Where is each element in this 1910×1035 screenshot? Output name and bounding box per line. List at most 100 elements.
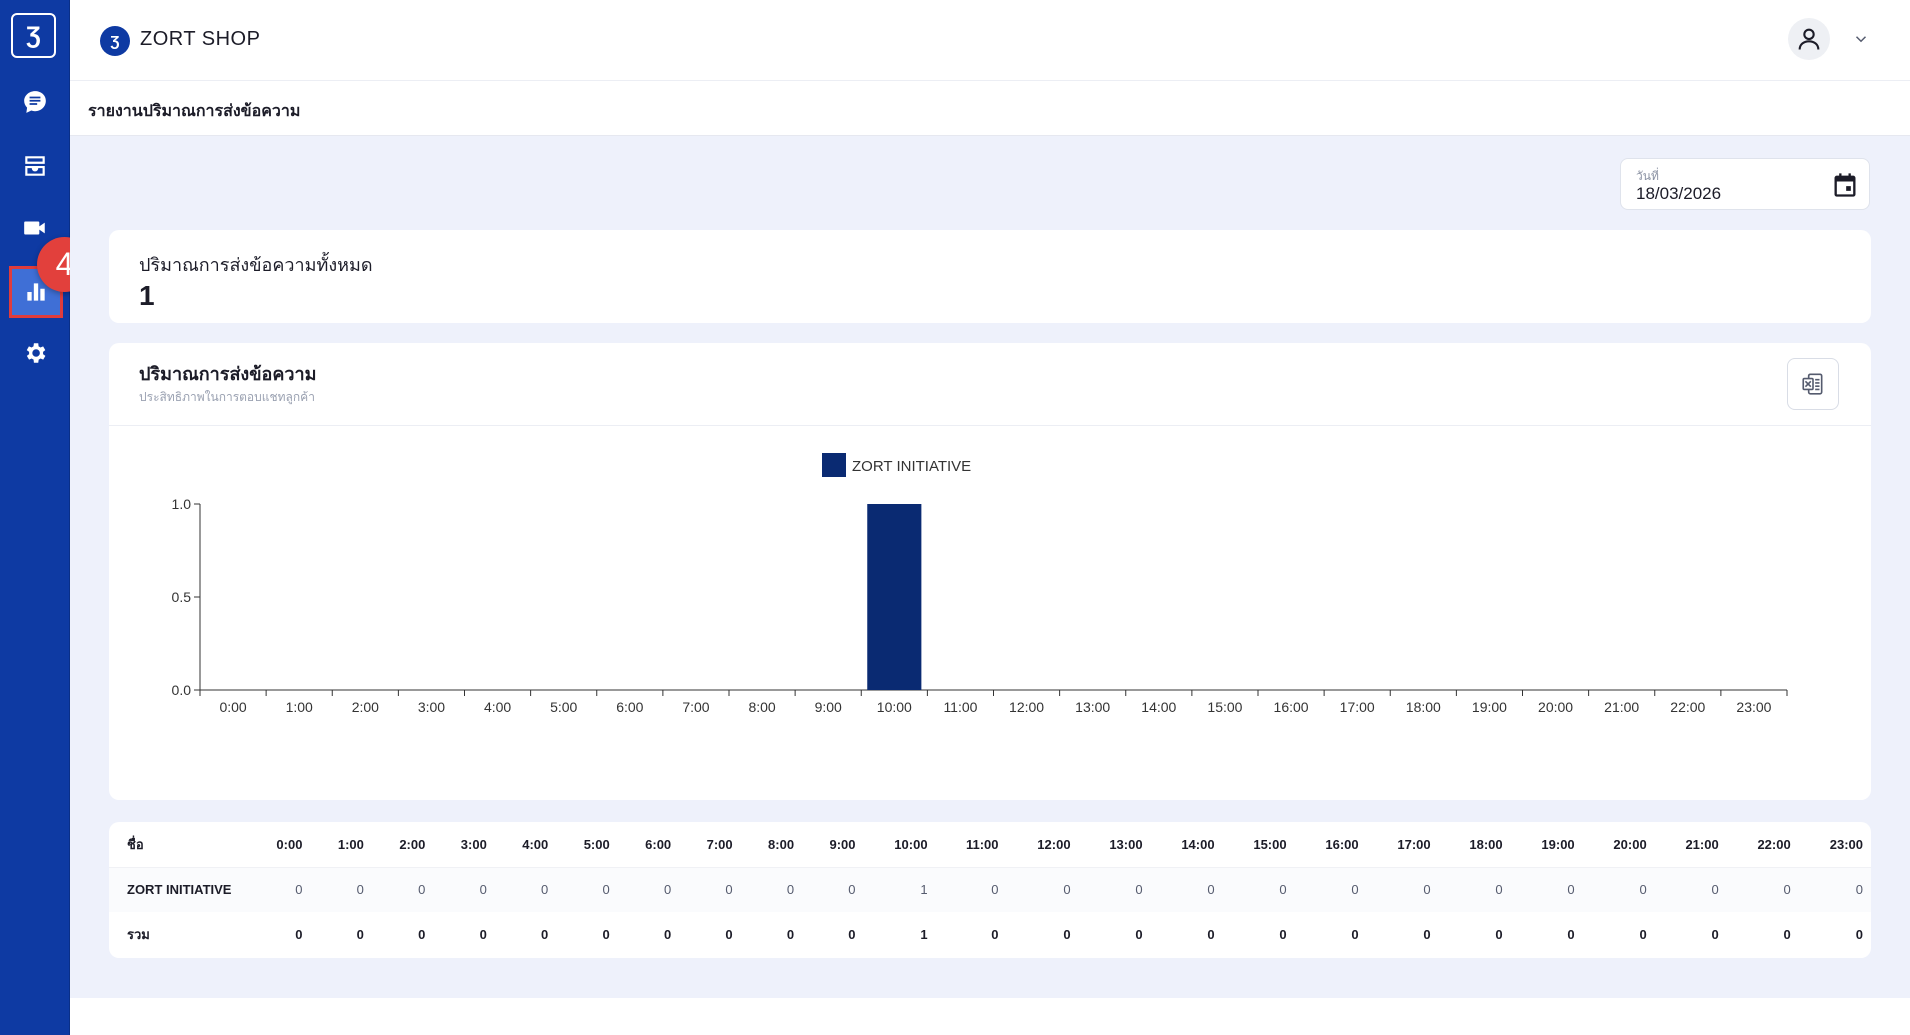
column-header: 2:00 <box>399 836 426 852</box>
table-cell: 0 <box>371 867 434 912</box>
x-tick-label: 7:00 <box>682 699 709 715</box>
table-cell: 0 <box>1366 867 1439 912</box>
x-tick-label: 19:00 <box>1472 699 1507 715</box>
table-cell: 0 <box>1495 927 1503 942</box>
gear-icon <box>26 343 46 363</box>
table-cell: 0 <box>1798 867 1871 912</box>
column-header: 22:00 <box>1757 836 1791 852</box>
avatar[interactable] <box>1788 18 1830 60</box>
footer-area <box>70 998 1910 1035</box>
x-tick-label: 5:00 <box>550 699 577 715</box>
table-cell: 0 <box>1063 927 1071 942</box>
x-tick-label: 18:00 <box>1406 699 1441 715</box>
x-tick-label: 21:00 <box>1604 699 1639 715</box>
date-picker[interactable]: วันที่ 18/03/2026 <box>1620 158 1870 210</box>
sidebar-item-inbox[interactable] <box>10 142 60 190</box>
table-cell: 1 <box>863 867 936 912</box>
calendar-icon[interactable] <box>1831 171 1859 199</box>
table-cell: 0 <box>1510 867 1583 912</box>
column-header: 0:00 <box>276 836 303 852</box>
table-cell: 0 <box>1567 927 1575 942</box>
export-excel-button[interactable] <box>1787 358 1839 410</box>
x-tick-label: 14:00 <box>1141 699 1176 715</box>
column-header: 7:00 <box>706 836 733 852</box>
column-header-name: ชื่อ <box>127 836 144 852</box>
column-header: 5:00 <box>583 836 610 852</box>
x-tick-label: 22:00 <box>1670 699 1705 715</box>
sidebar-item-settings[interactable] <box>10 329 60 377</box>
sidebar: Ʒ <box>0 0 70 1035</box>
page-header: รายงานปริมาณการส่งข้อความ <box>70 81 1910 136</box>
sidebar-item-chat[interactable] <box>10 78 60 126</box>
column-header: 23:00 <box>1829 836 1863 852</box>
chevron-down-icon[interactable] <box>1852 30 1870 48</box>
column-header: 9:00 <box>829 836 856 852</box>
table-cell: 0 <box>310 867 372 912</box>
x-tick-label: 1:00 <box>286 699 313 715</box>
table-cell: 1 <box>920 927 928 942</box>
table-cell: 0 <box>1654 867 1727 912</box>
column-header: 17:00 <box>1397 836 1431 852</box>
total-value: 1 <box>139 280 155 311</box>
excel-icon <box>1802 373 1823 395</box>
sidebar-item-video[interactable] <box>10 204 60 252</box>
table-cell: 0 <box>295 927 303 942</box>
table-cell: 0 <box>1135 927 1143 942</box>
x-tick-label: 4:00 <box>484 699 511 715</box>
data-table-card: ชื่อ 0:00 1:00 2:00 3:00 4:00 5:00 6:00 7:00 8:00… <box>109 822 1871 958</box>
table-cell: 0 <box>1351 927 1359 942</box>
top-header: Ʒ ZORT SHOP <box>70 0 1910 81</box>
table-cell: 0 <box>1078 867 1151 912</box>
x-tick-label: 17:00 <box>1340 699 1375 715</box>
table-cell: 0 <box>1855 927 1863 942</box>
table-cell: 0 <box>1783 927 1791 942</box>
column-header: 21:00 <box>1685 836 1719 852</box>
data-table: ชื่อ 0:00 1:00 2:00 3:00 4:00 5:00 6:00 7:00 8:00… <box>109 822 1871 957</box>
date-label: วันที่ <box>1636 169 1659 183</box>
video-icon <box>24 221 45 235</box>
chart-card: ปริมาณการส่งข้อความ ประสิทธิภาพในการตอบแ… <box>109 343 1871 800</box>
table-cell: 0 <box>1423 927 1431 942</box>
table-cell: 0 <box>556 867 618 912</box>
inbox-icon <box>25 156 45 176</box>
column-header: 11:00 <box>965 836 999 852</box>
app-logo[interactable]: Ʒ <box>11 13 56 58</box>
chart-subtitle: ประสิทธิภาพในการตอบแชทลูกค้า <box>139 390 315 404</box>
column-header: 18:00 <box>1469 836 1503 852</box>
table-header-row: ชื่อ 0:00 1:00 2:00 3:00 4:00 5:00 6:00 7:00 8:00… <box>109 822 1871 867</box>
x-tick-label: 8:00 <box>748 699 775 715</box>
table-cell: 0 <box>935 867 1007 912</box>
table-cell: 0 <box>1294 867 1367 912</box>
table-cell: 0 <box>1006 867 1079 912</box>
table-cell: 0 <box>663 927 672 942</box>
x-tick-label: 15:00 <box>1207 699 1242 715</box>
column-header: 4:00 <box>522 836 549 852</box>
column-header: 14:00 <box>1181 836 1215 852</box>
table-cell: 0 <box>802 867 864 912</box>
column-header: 16:00 <box>1325 836 1359 852</box>
x-tick-label: 11:00 <box>943 699 977 715</box>
legend-label: ZORT INITIATIVE <box>852 458 971 475</box>
main-content: วันที่ 18/03/2026 ปริมาณการส่งข้อความทั้… <box>70 136 1910 998</box>
table-cell: 0 <box>1222 867 1295 912</box>
shop-name: ZORT SHOP <box>140 28 261 50</box>
y-tick-label: 1.0 <box>172 496 192 512</box>
table-cell: 0 <box>1207 927 1215 942</box>
table-cell: 0 <box>433 867 495 912</box>
user-icon <box>1798 28 1820 50</box>
table-cell: 0 <box>1150 867 1223 912</box>
column-header: 1:00 <box>337 836 364 852</box>
y-tick-label: 0.0 <box>172 682 192 698</box>
table-cell: 0 <box>418 927 426 942</box>
table-cell: 0 <box>1279 927 1287 942</box>
row-name: รวม <box>127 927 150 942</box>
table-cell: 0 <box>848 927 856 942</box>
bar-chart: 0.0 0.5 1.0 0:00 1:00 2:00 3:00 4:00 5:00 6:00 7:0… <box>172 453 1788 715</box>
x-tick-label: 16:00 <box>1274 699 1309 715</box>
date-value[interactable]: 18/03/2026 <box>1636 184 1722 203</box>
chart-title: ปริมาณการส่งข้อความ <box>139 364 317 384</box>
table-cell: 0 <box>1726 867 1799 912</box>
table-cell: 0 <box>602 927 610 942</box>
column-header: 6:00 <box>645 836 672 852</box>
bar-chart-icon <box>27 283 45 301</box>
